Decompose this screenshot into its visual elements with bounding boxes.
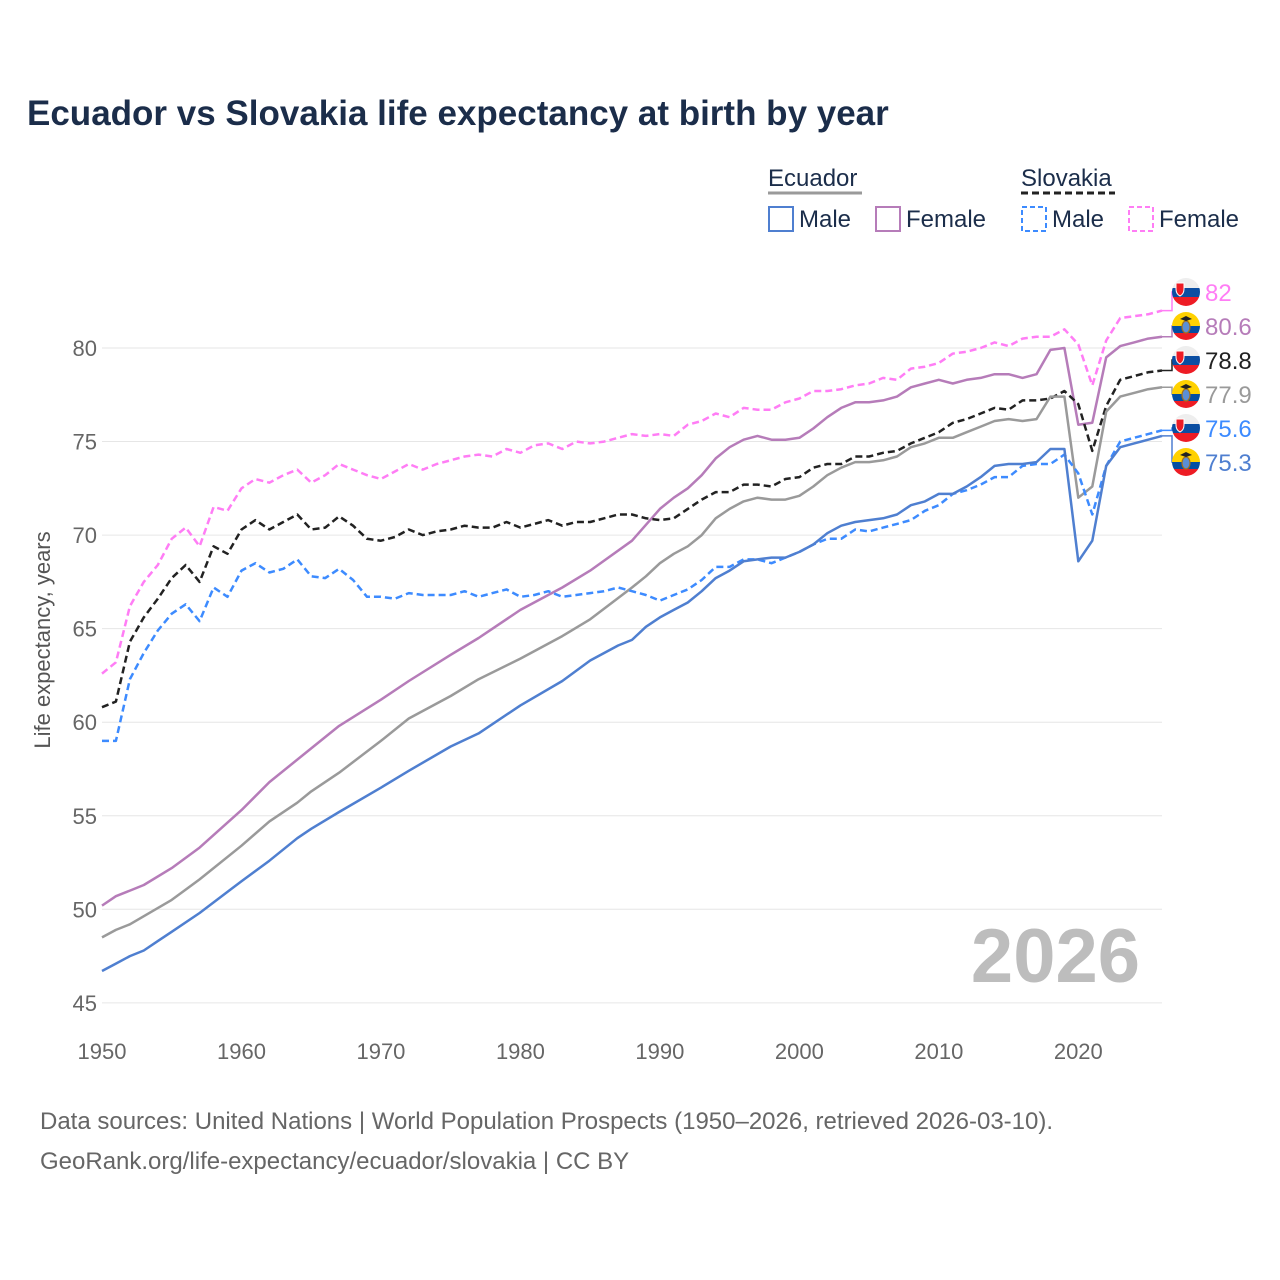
end-label-slovakia: 78.8 — [1172, 346, 1252, 375]
ecuador-flag-icon — [1172, 380, 1200, 408]
flag-shield — [1175, 282, 1185, 297]
flag-stripe-blue — [1172, 424, 1200, 433]
end-label-value: 80.6 — [1205, 314, 1252, 341]
end-labels: 82 80.6 78.8 77.9 75.6 75.3 — [1162, 278, 1252, 477]
y-axis-label: Life expectancy, years — [30, 531, 55, 748]
x-tick-label: 2010 — [914, 1039, 963, 1064]
flag-condor — [1180, 384, 1192, 389]
legend-ecuador-female-swatch[interactable] — [875, 206, 901, 232]
end-label-value: 78.8 — [1205, 348, 1252, 375]
chart-title: Ecuador vs Slovakia life expectancy at b… — [27, 94, 889, 133]
flag-stripe-red — [1172, 333, 1200, 340]
y-tick-label: 75 — [73, 430, 97, 455]
flag-emblem — [1181, 456, 1191, 470]
slovakia-flag-icon — [1172, 278, 1200, 306]
source-link[interactable]: GeoRank.org/life-expectancy/ecuador/slov… — [40, 1148, 630, 1175]
ecuador-flag-icon — [1172, 312, 1200, 340]
legend: Ecuador Male Female Slovakia Male Female — [768, 165, 1239, 233]
series-line-slovakia-female — [101, 309, 1163, 675]
end-label-ecuador-female: 80.6 — [1172, 312, 1252, 341]
flag-stripe-white — [1172, 278, 1200, 288]
x-tick-label: 1960 — [217, 1039, 266, 1064]
y-tick-label: 50 — [73, 897, 97, 922]
legend-group-ecuador: Ecuador — [768, 165, 857, 192]
legend-ecuador-female[interactable]: Female — [906, 206, 986, 233]
y-tick-label: 70 — [73, 523, 97, 548]
flag-stripe-white — [1172, 414, 1200, 424]
y-tick-label: 65 — [73, 617, 97, 642]
y-tick-label: 55 — [73, 804, 97, 829]
x-tick-label: 2000 — [775, 1039, 824, 1064]
x-tick-label: 1990 — [635, 1039, 684, 1064]
flag-emblem — [1181, 320, 1191, 334]
legend-group-slovakia: Slovakia — [1021, 165, 1112, 192]
legend-slovakia-male[interactable]: Male — [1052, 206, 1104, 233]
y-tick-label: 60 — [73, 710, 97, 735]
end-label-value: 75.3 — [1205, 450, 1252, 477]
end-label-slovakia-female: 82 — [1172, 278, 1232, 307]
flag-stripe-red — [1172, 401, 1200, 408]
gridlines — [102, 347, 1162, 1004]
flag-stripe-red — [1172, 365, 1200, 374]
x-tick-label: 1970 — [356, 1039, 405, 1064]
legend-slovakia-female[interactable]: Female — [1159, 206, 1239, 233]
series-line-slovakia-male — [102, 429, 1163, 743]
end-label-value: 82 — [1205, 280, 1232, 307]
legend-slovakia-female-swatch[interactable] — [1128, 206, 1154, 232]
flag-stripe-blue — [1172, 356, 1200, 365]
x-tick-label: 2020 — [1054, 1039, 1103, 1064]
flag-condor — [1180, 316, 1192, 321]
slovakia-flag-icon — [1172, 414, 1200, 442]
flag-shield — [1175, 350, 1185, 365]
end-label-value: 75.6 — [1205, 416, 1252, 443]
x-tick-label: 1950 — [78, 1039, 127, 1064]
series-lines — [101, 309, 1163, 973]
series-line-slovakia — [101, 369, 1163, 709]
flag-stripe-red — [1172, 297, 1200, 306]
series-line-ecuador — [101, 386, 1163, 939]
x-axis-ticks: 1950 1960 1970 1980 1990 2000 2010 2020 — [78, 1039, 1103, 1064]
x-tick-label: 1980 — [496, 1039, 545, 1064]
legend-ecuador-male-swatch[interactable] — [768, 206, 794, 232]
slovakia-flag-icon — [1172, 346, 1200, 374]
series-line-ecuador-female — [101, 335, 1163, 907]
flag-stripe-white — [1172, 346, 1200, 356]
flag-emblem — [1181, 388, 1191, 402]
source-note: Data sources: United Nations | World Pop… — [40, 1108, 1054, 1135]
y-axis-ticks: 45 50 55 60 65 70 75 80 — [73, 336, 97, 1016]
year-watermark: 2026 — [971, 914, 1140, 999]
flag-stripe-red — [1172, 433, 1200, 442]
flag-shield — [1175, 418, 1185, 433]
end-label-slovakia-male: 75.6 — [1172, 414, 1252, 443]
legend-slovakia-male-swatch[interactable] — [1021, 206, 1047, 232]
flag-stripe-blue — [1172, 288, 1200, 297]
legend-ecuador-male[interactable]: Male — [799, 206, 851, 233]
flag-condor — [1180, 452, 1192, 457]
y-tick-label: 80 — [73, 336, 97, 361]
y-tick-label: 45 — [73, 991, 97, 1016]
series-line-ecuador-male — [101, 434, 1163, 973]
end-label-ecuador-male: 75.3 — [1172, 448, 1252, 477]
ecuador-flag-icon — [1172, 448, 1200, 476]
end-label-ecuador: 77.9 — [1172, 380, 1252, 409]
end-label-value: 77.9 — [1205, 382, 1252, 409]
flag-stripe-red — [1172, 469, 1200, 476]
